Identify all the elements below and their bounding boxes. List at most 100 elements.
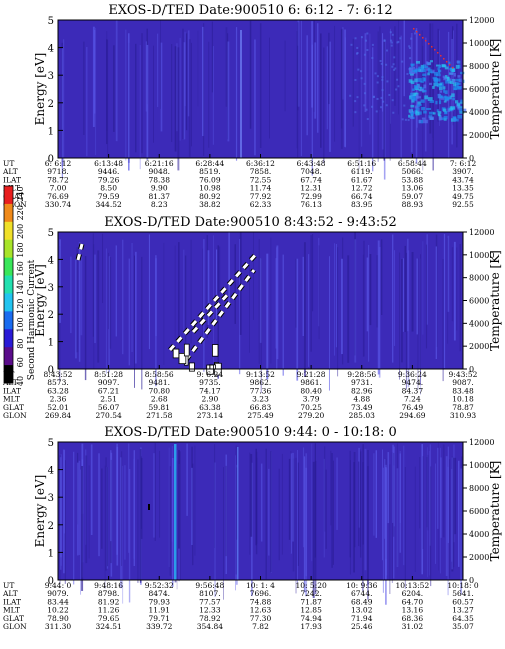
intensity-streak (187, 30, 190, 117)
table-cell: 76.13 (300, 200, 322, 209)
table-cell: 59.81 (149, 403, 170, 412)
intensity-cell (429, 111, 434, 115)
table-cell: 6:13:48 (94, 159, 123, 168)
intensity-cell (444, 111, 448, 115)
intensity-cell (454, 83, 459, 88)
intensity-streak (235, 445, 237, 575)
table-cell: 77.57 (199, 597, 221, 606)
intensity-cell (391, 33, 394, 36)
intensity-cell (426, 68, 430, 71)
hot-point (440, 55, 442, 57)
intensity-streak (128, 443, 130, 553)
intensity-cell (428, 116, 434, 120)
intensity-streak (208, 41, 210, 148)
intensity-streak (407, 238, 409, 332)
table-cell: 67.21 (98, 386, 119, 395)
intensity-streak (292, 452, 294, 542)
intensity-streak (249, 452, 251, 555)
table-cell: 12.63 (250, 606, 272, 615)
table-cell: 9:52:32 (145, 581, 174, 590)
y-tick-label: 0 (48, 576, 54, 587)
intensity-streak (217, 245, 219, 379)
intensity-streak (420, 254, 421, 385)
intensity-cell (450, 106, 456, 110)
intensity-streak (426, 234, 428, 325)
intensity-streak (379, 26, 381, 110)
intensity-cell (440, 95, 443, 98)
intensity-cell (459, 101, 463, 104)
colorbar-segment (4, 311, 13, 330)
intensity-cell (426, 107, 432, 110)
intensity-streak (197, 30, 199, 107)
table-cell: 3.79 (303, 395, 320, 404)
intensity-streak (432, 47, 434, 171)
table-cell: 6:58:44 (398, 159, 427, 168)
table-cell: 9731. (351, 378, 372, 387)
intensity-streak (63, 450, 65, 534)
intensity-streak (297, 45, 299, 158)
intensity-streak (235, 27, 238, 161)
intensity-streak (174, 444, 177, 580)
intensity-streak (369, 33, 371, 135)
intensity-cell (420, 80, 424, 83)
intensity-streak (330, 450, 332, 526)
intensity-streak (403, 20, 405, 97)
intensity-streak (364, 33, 367, 113)
intensity-streak (254, 39, 256, 156)
time-axis (57, 365, 464, 369)
table-cell: 9481. (149, 378, 170, 387)
intensity-cell (449, 106, 452, 109)
intensity-streak (297, 20, 300, 107)
intensity-cell (437, 113, 441, 117)
intensity-streak (188, 39, 191, 157)
intensity-cell (408, 47, 411, 50)
intensity-streak (383, 459, 386, 539)
intensity-streak (389, 43, 391, 161)
y-tick-label: 5 (48, 228, 54, 239)
intensity-streak (134, 255, 136, 388)
intensity-streak (403, 445, 405, 566)
table-cell: 79.26 (98, 175, 120, 184)
table-cell: 66.74 (351, 192, 373, 201)
intensity-cell (410, 104, 415, 108)
intensity-streak (148, 234, 150, 350)
intensity-cell (438, 114, 442, 118)
intensity-cell (363, 82, 366, 85)
intensity-cell (443, 115, 448, 120)
intensity-streak (169, 466, 171, 576)
intensity-cell (443, 108, 447, 112)
intensity-streak (352, 38, 354, 127)
table-cell: 79.93 (149, 597, 171, 606)
intensity-streak (59, 455, 61, 584)
table-cell: 72.55 (250, 175, 272, 184)
y-tick-label: 5 (48, 438, 54, 449)
intensity-streak (260, 258, 262, 393)
intensity-streak (107, 466, 109, 567)
intensity-streak (368, 244, 370, 362)
table-cell: 13.35 (452, 184, 474, 193)
intensity-streak (191, 42, 193, 147)
table-cell: 9:28:56 (347, 370, 376, 379)
intensity-cell (381, 76, 384, 79)
echo-blob (172, 348, 180, 359)
echo-blob (188, 362, 195, 372)
intensity-streak (347, 255, 350, 363)
y-tick-label: 2 (48, 521, 54, 532)
table-cell: 68.49 (351, 597, 373, 606)
intensity-streak (215, 249, 218, 320)
intensity-streak (137, 459, 139, 583)
intensity-streak (449, 459, 451, 579)
intensity-cell (437, 69, 442, 73)
intensity-streak (383, 41, 385, 161)
intensity-cell (439, 116, 442, 120)
intensity-streak (171, 44, 173, 142)
intensity-streak (429, 23, 432, 134)
colorbar-segment (4, 293, 13, 312)
intensity-cell (416, 104, 420, 107)
table-cell: 9:21:28 (297, 370, 326, 379)
y2-tick-label: 10000 (469, 251, 494, 260)
intensity-cell (414, 78, 418, 83)
intensity-cell (453, 82, 457, 87)
intensity-cell (354, 111, 357, 114)
intensity-cell (415, 107, 420, 111)
